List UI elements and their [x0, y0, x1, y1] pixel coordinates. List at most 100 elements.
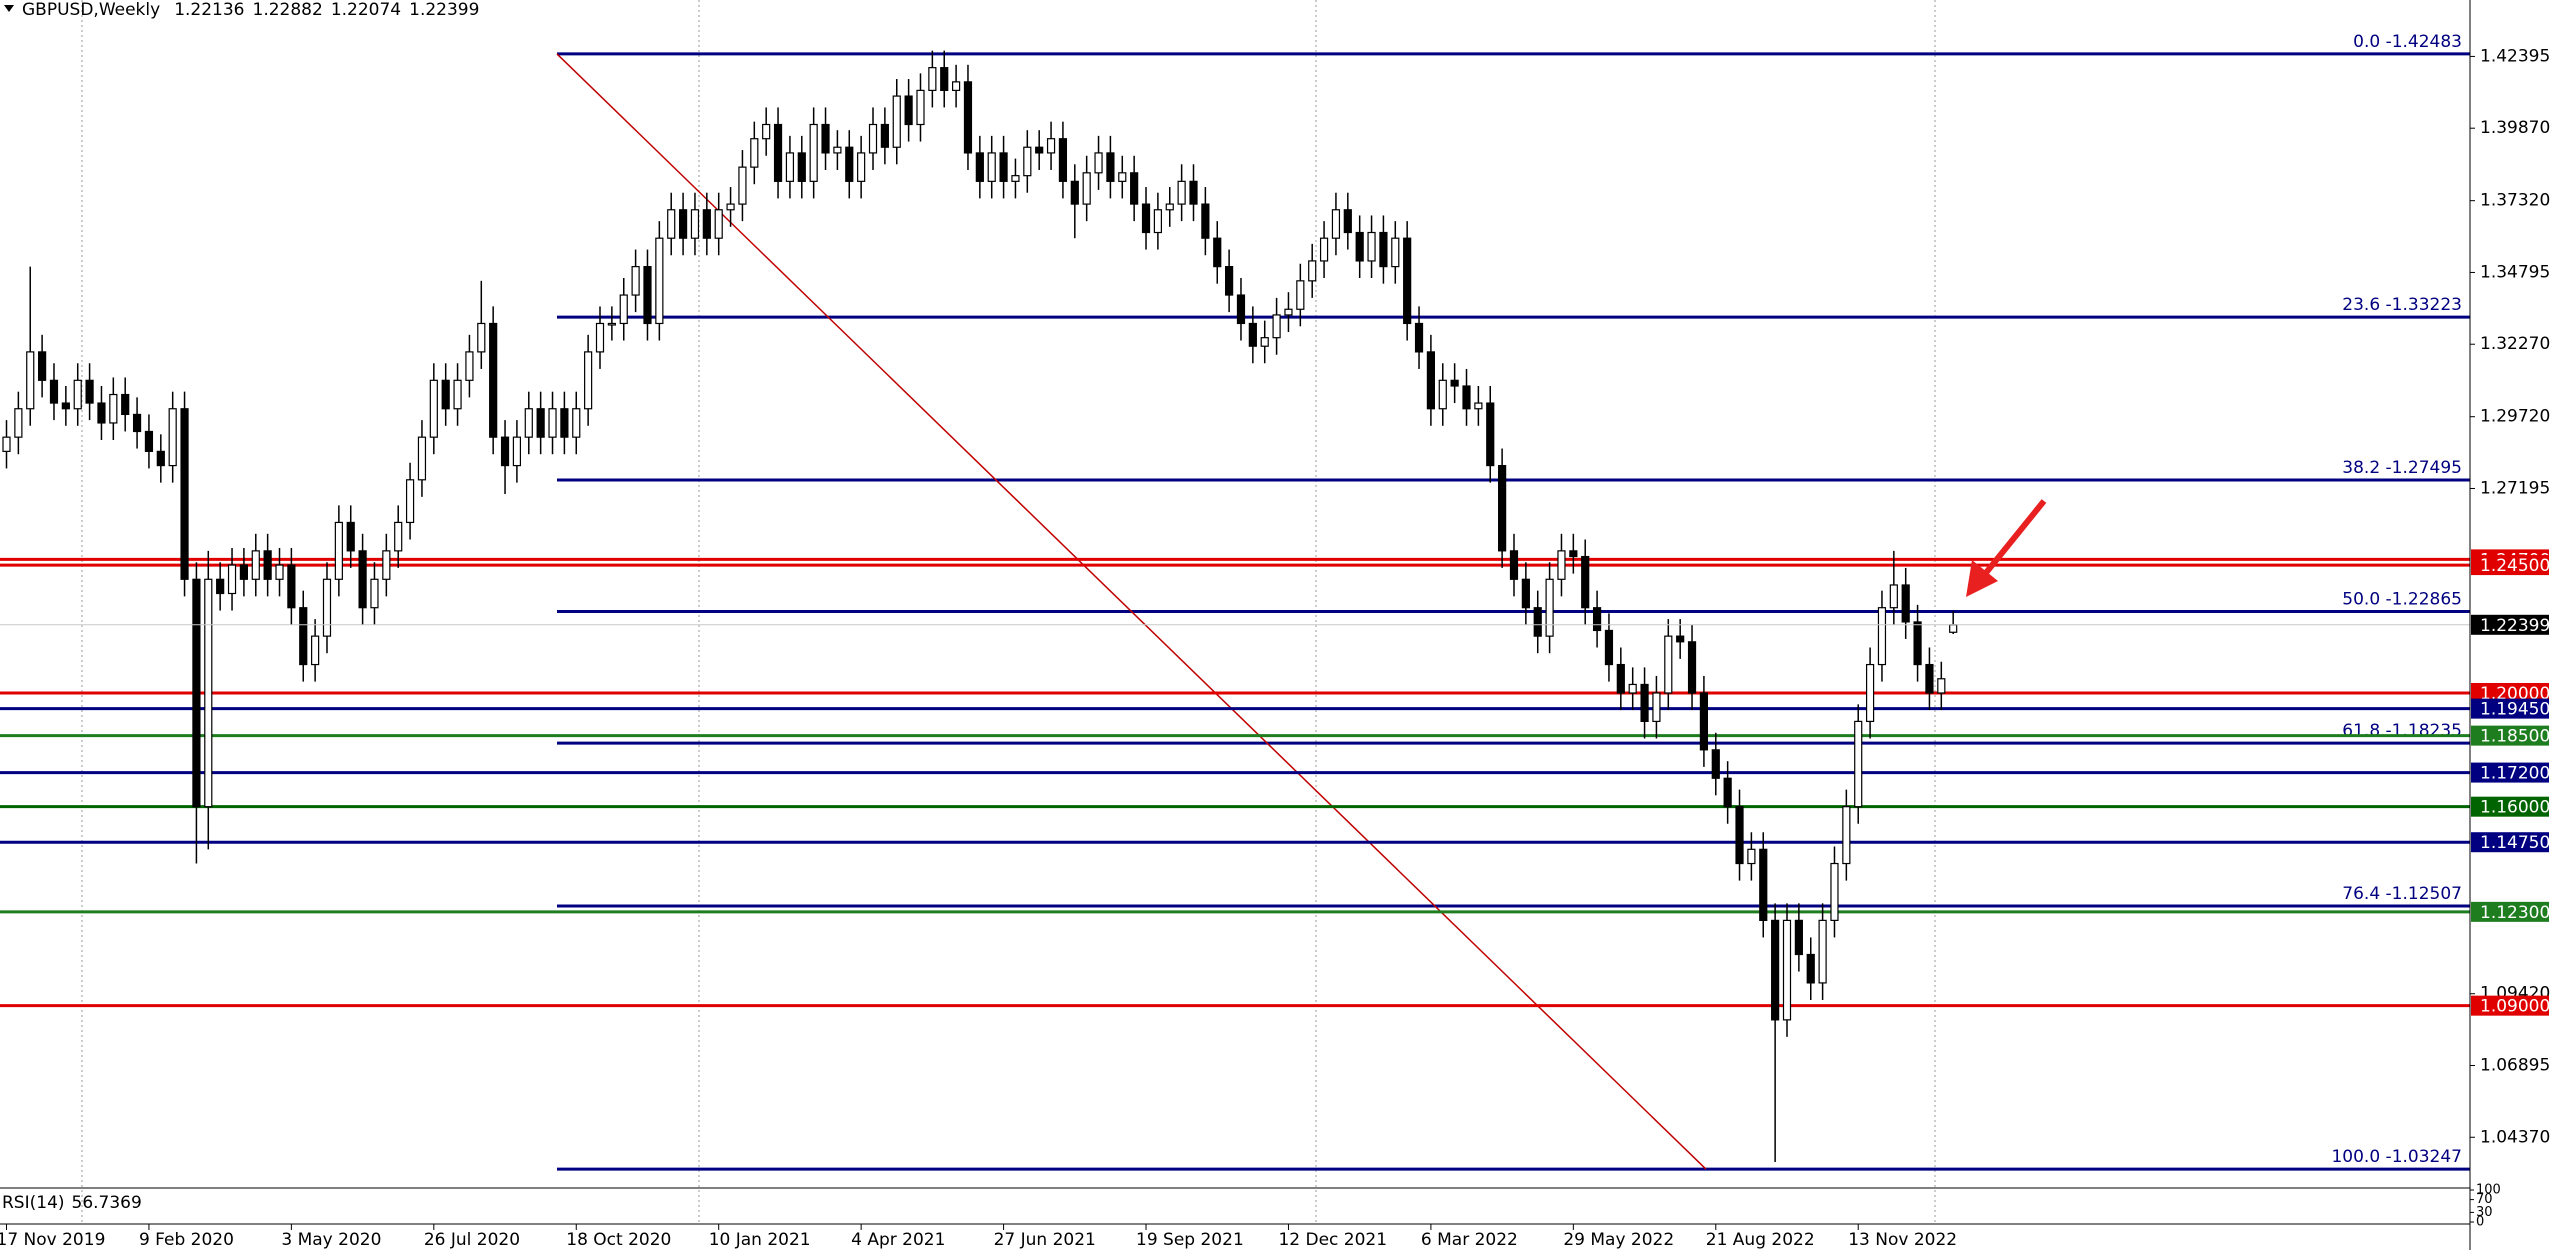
candle-body	[655, 237, 664, 325]
level-label: 1.18500	[2480, 727, 2550, 747]
candle-body	[429, 379, 438, 438]
candle-body	[1794, 919, 1803, 956]
candle-body	[1652, 692, 1661, 723]
candle-body	[1225, 266, 1234, 296]
y-tick-label: 1.27195	[2480, 478, 2550, 498]
level-label: 1.19450	[2480, 700, 2550, 720]
x-tick-label: 12 Dec 2021	[1278, 1230, 1387, 1250]
candle-body	[631, 266, 640, 296]
y-tick-label: 1.34795	[2480, 262, 2550, 282]
candle-body	[1426, 351, 1436, 410]
candle-body	[619, 294, 628, 325]
x-tick-label: 9 Feb 2020	[139, 1230, 234, 1250]
candle-body	[73, 379, 82, 410]
level-label-box	[2471, 555, 2549, 576]
candle-body	[1747, 848, 1756, 865]
level-label: 1.12300	[2480, 903, 2550, 923]
candle-body	[26, 351, 35, 410]
candle-body	[880, 123, 889, 148]
candle-body	[1474, 402, 1483, 410]
level-label: 1.16000	[2480, 798, 2550, 818]
candle-body	[1687, 641, 1697, 694]
candle-body	[1094, 152, 1103, 174]
candle-body	[940, 67, 949, 91]
candle-body	[1260, 337, 1269, 347]
trend-line	[556, 53, 1707, 1170]
level-label-box	[2471, 682, 2549, 703]
candle-body	[1616, 663, 1625, 694]
y-tick-label: 1.39870	[2480, 118, 2550, 138]
candle-body	[216, 578, 225, 595]
candle-body	[1818, 919, 1827, 984]
candle-body	[180, 408, 189, 580]
plot-layer: 0.0 -1.42483 23.6 -1.33223 38.2 -1.27495 50…	[0, 32, 2470, 1171]
candle-body	[1011, 175, 1020, 182]
level-label-box	[2471, 832, 2549, 853]
x-tick-label: 27 Jun 2021	[994, 1230, 1096, 1250]
candle-body	[536, 408, 545, 438]
x-tick-label: 18 Oct 2020	[566, 1230, 671, 1250]
candle-body	[275, 564, 284, 580]
candle-body	[109, 393, 118, 424]
candle-body	[785, 152, 795, 182]
candle-body	[1711, 749, 1720, 779]
candle-body	[904, 95, 913, 126]
level-label: 1.14750	[2480, 833, 2550, 853]
candle-body	[1533, 607, 1542, 637]
candle-body	[928, 67, 937, 91]
level-label-box	[2471, 995, 2549, 1016]
candle-body	[667, 209, 676, 239]
current-price-label: 1.22399	[2480, 616, 2550, 636]
candle-body	[572, 408, 581, 438]
candle-body	[2, 436, 11, 452]
candle-body	[1723, 777, 1732, 808]
arrow-head	[1966, 560, 1998, 597]
candle-body	[1676, 635, 1685, 643]
y-tick-label: 1.29720	[2480, 407, 2550, 427]
candle-body	[1592, 607, 1602, 632]
x-tick-label: 21 Aug 2022	[1706, 1230, 1815, 1250]
candle-body	[1213, 237, 1222, 268]
candle-body	[1699, 692, 1709, 751]
candle-body	[1925, 663, 1934, 694]
symbol: GBPUSD,Weekly	[22, 0, 160, 20]
candle-body	[868, 123, 878, 154]
candle-body	[239, 564, 248, 580]
candle-body	[500, 436, 510, 467]
x-tick-label: 3 May 2020	[281, 1230, 381, 1250]
candle-body	[1403, 237, 1412, 325]
candle-body	[382, 550, 391, 580]
close: 1.22399	[409, 0, 479, 20]
candle-body	[1486, 402, 1495, 467]
rsi-value: 56.7369	[72, 1193, 142, 1213]
y-tick-label: 1.04370	[2480, 1127, 2550, 1147]
current-price-box	[2471, 614, 2549, 635]
candle-body	[1557, 550, 1566, 580]
rsi-tick-label: 100	[2476, 1183, 2501, 1198]
candle-body	[762, 123, 771, 140]
candle-body	[132, 413, 142, 433]
candle-body	[963, 81, 973, 154]
candle-body	[1367, 231, 1376, 262]
candle-body	[334, 521, 343, 580]
candle-body	[1901, 584, 1910, 623]
candle-body	[1949, 624, 1958, 633]
candle-body	[1830, 862, 1839, 921]
open: 1.22136	[174, 0, 244, 20]
candle-body	[1141, 203, 1151, 234]
candle-body	[1498, 464, 1507, 552]
candle-body	[322, 578, 332, 637]
candle-body	[299, 607, 308, 666]
candle-body	[1355, 231, 1364, 262]
rsi-header: RSI(14) 56.7369	[2, 1193, 142, 1213]
level-label: 1.09000	[2480, 997, 2550, 1017]
level-label: 1.24500	[2480, 556, 2550, 576]
arrow-shaft	[1982, 499, 2047, 576]
candle-body	[405, 479, 415, 524]
candle-body	[584, 351, 593, 410]
menu-triangle[interactable]	[4, 5, 14, 12]
candle-body	[512, 436, 522, 467]
level-label-box	[2471, 901, 2549, 922]
candle-body	[1545, 578, 1554, 637]
rsi-tick-label: 30	[2476, 1205, 2493, 1220]
